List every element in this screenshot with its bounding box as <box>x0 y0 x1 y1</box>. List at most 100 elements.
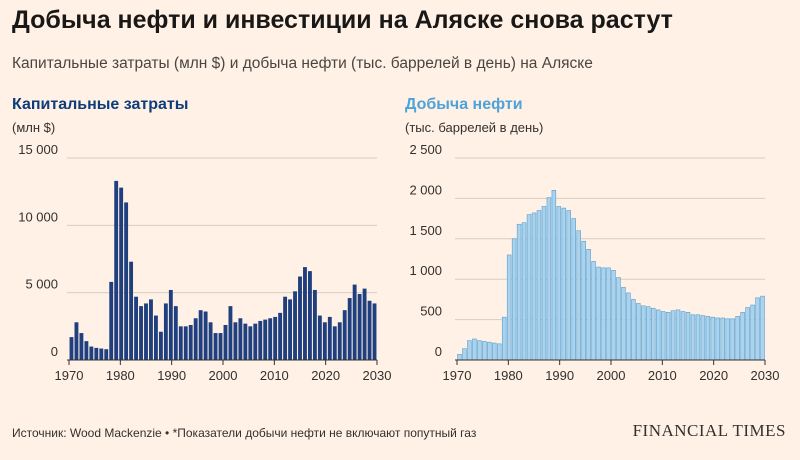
production-bar <box>710 316 716 361</box>
capex-bar <box>173 306 178 360</box>
page-title: Добыча нефти и инвестиции на Аляске снов… <box>12 6 673 34</box>
production-bar <box>745 307 750 361</box>
production-bar <box>680 311 686 361</box>
capex-bar <box>168 289 173 360</box>
production-bar <box>566 210 572 361</box>
production-y-tick-label: 2 500 <box>409 142 442 157</box>
production-bar <box>725 318 730 361</box>
capex-bar <box>253 323 258 360</box>
capex-bar <box>367 300 372 360</box>
capex-bar <box>134 296 139 360</box>
capex-bar <box>153 315 158 360</box>
production-bar <box>482 341 487 361</box>
capex-chart-title: Капитальные затраты <box>12 96 189 113</box>
page-subtitle: Капитальные затраты (млн $) и добыча неф… <box>12 55 593 72</box>
capex-bar <box>149 299 153 360</box>
capex-bar <box>129 261 134 360</box>
capex-x-tick-label: 1990 <box>157 368 186 383</box>
capex-bar <box>248 326 253 360</box>
production-bar <box>561 207 567 361</box>
production-bar <box>546 197 552 361</box>
production-bar <box>616 277 621 361</box>
capex-x-tick-label: 2030 <box>363 368 392 383</box>
capex-bar <box>317 315 322 360</box>
capex-bar <box>228 306 233 360</box>
production-bar <box>705 316 711 361</box>
capex-bar <box>203 311 208 360</box>
production-bar <box>511 238 517 361</box>
production-x-tick-label: 2010 <box>648 368 677 383</box>
production-bar <box>685 312 691 361</box>
production-bar <box>541 206 547 361</box>
capex-bar <box>312 289 317 360</box>
capex-bar <box>347 298 352 360</box>
production-bar <box>556 206 562 361</box>
production-bar <box>551 190 557 361</box>
capex-chart-unit: (млн $) <box>12 120 56 135</box>
production-bar <box>670 310 676 361</box>
production-bar <box>506 254 512 361</box>
capex-y-tick-label: 0 <box>51 344 58 359</box>
capex-y-tick-label: 10 000 <box>18 209 58 224</box>
capex-bar <box>278 312 283 360</box>
source-note: Источник: Wood Mackenzie • *Показатели д… <box>12 426 477 440</box>
capex-bar <box>243 323 248 360</box>
capex-x-tick-label: 1970 <box>55 368 84 383</box>
production-x-tick-label: 2000 <box>597 368 626 383</box>
production-bar <box>631 299 636 361</box>
production-bar <box>487 341 492 361</box>
production-bar <box>641 305 646 361</box>
production-bar <box>591 261 596 361</box>
production-bar <box>621 286 626 361</box>
capex-bar <box>139 306 143 360</box>
production-bar <box>576 230 581 361</box>
capex-bar <box>303 267 307 360</box>
production-bar <box>735 316 740 361</box>
capex-x-tick-label: 1980 <box>106 368 135 383</box>
capex-bar <box>263 319 268 360</box>
production-bar <box>636 303 641 361</box>
production-bar <box>750 304 755 361</box>
production-bar <box>720 317 726 361</box>
capex-bar <box>238 318 243 360</box>
capex-bar <box>298 276 302 360</box>
production-x-tick-label: 1990 <box>545 368 574 383</box>
production-bar <box>606 267 611 361</box>
capex-bar <box>273 316 278 360</box>
capex-bar <box>342 310 347 360</box>
capex-bar <box>94 347 99 360</box>
production-bar <box>700 315 706 361</box>
production-bar <box>655 309 661 361</box>
capex-bar <box>84 341 89 360</box>
capex-bar <box>163 303 168 360</box>
production-bar <box>586 249 591 361</box>
production-bar <box>501 316 507 361</box>
capex-bar <box>288 299 293 360</box>
production-bar <box>521 222 527 361</box>
production-bar <box>626 292 631 361</box>
capex-y-tick-label: 15 000 <box>18 142 58 157</box>
capex-bar <box>322 322 327 360</box>
production-bar <box>477 340 482 361</box>
production-bar <box>462 348 467 361</box>
capex-bar <box>337 322 342 360</box>
capex-bar <box>258 320 263 360</box>
production-bar <box>730 318 735 361</box>
capex-bar <box>119 187 124 360</box>
capex-bar <box>79 333 84 360</box>
production-bar <box>467 340 472 361</box>
production-bar <box>675 309 681 361</box>
capex-x-tick-label: 2020 <box>311 368 340 383</box>
capex-bar <box>99 348 104 360</box>
capex-bar <box>208 322 213 360</box>
capex-bar <box>198 310 203 360</box>
production-bar <box>755 297 760 361</box>
capex-bar <box>193 318 198 360</box>
capex-bar <box>158 331 163 360</box>
production-bar <box>695 314 701 361</box>
ft-logo: FINANCIAL TIMES <box>632 421 786 440</box>
production-y-tick-label: 0 <box>435 344 442 359</box>
production-bar <box>457 354 462 361</box>
capex-bar <box>74 322 79 360</box>
